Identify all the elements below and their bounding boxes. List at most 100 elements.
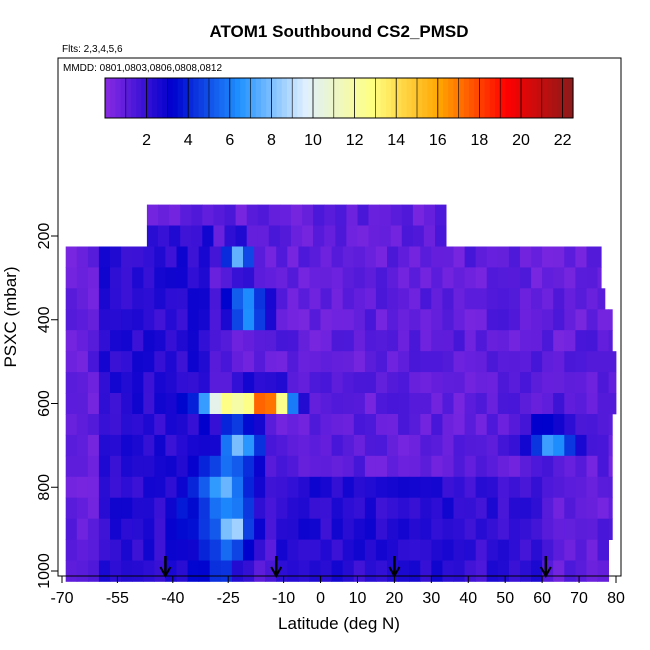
- heat-cell: [531, 309, 543, 331]
- y-axis: 200 400 600 800 1000: [36, 223, 58, 589]
- heat-cell: [420, 351, 432, 373]
- x-tick-label: -70: [50, 590, 73, 607]
- heat-cell: [287, 393, 299, 415]
- heat-cell: [453, 476, 465, 499]
- heat-cell: [257, 204, 270, 226]
- heat-cell: [553, 560, 565, 582]
- heat-cell: [608, 414, 613, 436]
- heat-cell: [542, 288, 554, 310]
- heat-cell: [564, 497, 576, 519]
- heat-cell: [575, 267, 587, 289]
- heat-cell: [597, 351, 609, 373]
- heat-cell: [597, 434, 609, 457]
- heat-cell: [154, 414, 166, 436]
- heat-cell: [346, 225, 358, 247]
- heat-cell: [423, 225, 436, 247]
- heatmap-cells: [65, 204, 617, 582]
- heat-cell: [475, 476, 488, 499]
- heat-cell: [398, 288, 410, 310]
- heat-cell: [575, 330, 587, 352]
- heat-cell: [398, 518, 410, 540]
- heat-cell: [398, 309, 410, 331]
- heat-cell: [420, 560, 432, 582]
- y-tick-label: 800: [36, 474, 53, 501]
- heat-cell: [342, 434, 355, 457]
- heat-cell: [475, 372, 488, 394]
- heat-cell: [486, 414, 499, 436]
- heat-cell: [375, 434, 388, 457]
- colorbar-swatch: [385, 78, 392, 118]
- heat-cell: [475, 414, 488, 436]
- heat-cell: [98, 309, 111, 331]
- heat-cell: [364, 560, 377, 582]
- heat-cell: [254, 246, 266, 268]
- heat-cell: [453, 539, 465, 561]
- heat-cell: [531, 476, 543, 499]
- heat-cell: [320, 560, 332, 582]
- heat-cell: [87, 476, 100, 499]
- heat-cell: [331, 434, 344, 457]
- heat-cell: [442, 309, 454, 331]
- heat-cell: [309, 476, 321, 499]
- heat-cell: [387, 393, 399, 415]
- heat-cell: [198, 246, 211, 268]
- heat-cell: [265, 330, 277, 352]
- heat-cell: [464, 455, 477, 478]
- heat-cell: [586, 518, 598, 540]
- heat-cell: [76, 518, 89, 540]
- heat-cell: [387, 372, 399, 394]
- heat-cell: [508, 455, 521, 478]
- heat-cell: [387, 455, 399, 478]
- heat-cell: [309, 246, 321, 268]
- heat-cell: [231, 267, 244, 289]
- heat-cell: [76, 434, 89, 457]
- heat-cell: [220, 267, 233, 289]
- heat-cell: [575, 246, 587, 268]
- heat-cell: [331, 560, 344, 582]
- heat-cell: [87, 309, 100, 331]
- heat-cell: [246, 204, 259, 226]
- colorbar-swatch: [557, 78, 564, 118]
- heat-cell: [442, 351, 454, 373]
- heat-cell: [387, 497, 399, 519]
- heat-cell: [409, 476, 421, 499]
- heat-cell: [220, 455, 233, 478]
- heat-cell: [320, 372, 332, 394]
- heat-cell: [220, 434, 233, 457]
- heat-cell: [220, 246, 233, 268]
- colorbar-swatch: [526, 78, 532, 118]
- heat-cell: [76, 351, 89, 373]
- heat-cell: [187, 330, 200, 352]
- heat-cell: [497, 434, 510, 457]
- heat-cell: [320, 309, 332, 331]
- heat-cell: [87, 497, 100, 519]
- y-tick-label: 400: [36, 306, 53, 333]
- heat-cell: [231, 455, 244, 478]
- colorbar-swatch: [287, 78, 293, 118]
- heat-cell: [442, 267, 454, 289]
- heat-cell: [486, 246, 499, 268]
- heat-cell: [508, 246, 521, 268]
- heat-cell: [597, 497, 609, 519]
- heat-cell: [298, 455, 310, 478]
- heat-cell: [564, 455, 576, 478]
- heat-cell: [276, 518, 288, 540]
- heat-cell: [331, 309, 344, 331]
- heat-cell: [254, 455, 266, 478]
- heat-cell: [486, 497, 499, 519]
- heat-cell: [331, 351, 344, 373]
- heat-cell: [409, 560, 421, 582]
- colorbar-swatch: [307, 78, 314, 118]
- heat-cell: [597, 476, 609, 499]
- heat-cell: [220, 476, 233, 499]
- heat-cell: [398, 497, 410, 519]
- heat-cell: [453, 330, 465, 352]
- colorbar-swatch: [339, 78, 345, 118]
- x-tick-label: 50: [496, 590, 514, 607]
- heat-cell: [254, 267, 266, 289]
- heat-cell: [76, 372, 89, 394]
- colorbar-swatch: [401, 78, 408, 118]
- heat-cell: [409, 455, 421, 478]
- colorbar-swatch: [250, 78, 257, 118]
- heat-cell: [187, 309, 200, 331]
